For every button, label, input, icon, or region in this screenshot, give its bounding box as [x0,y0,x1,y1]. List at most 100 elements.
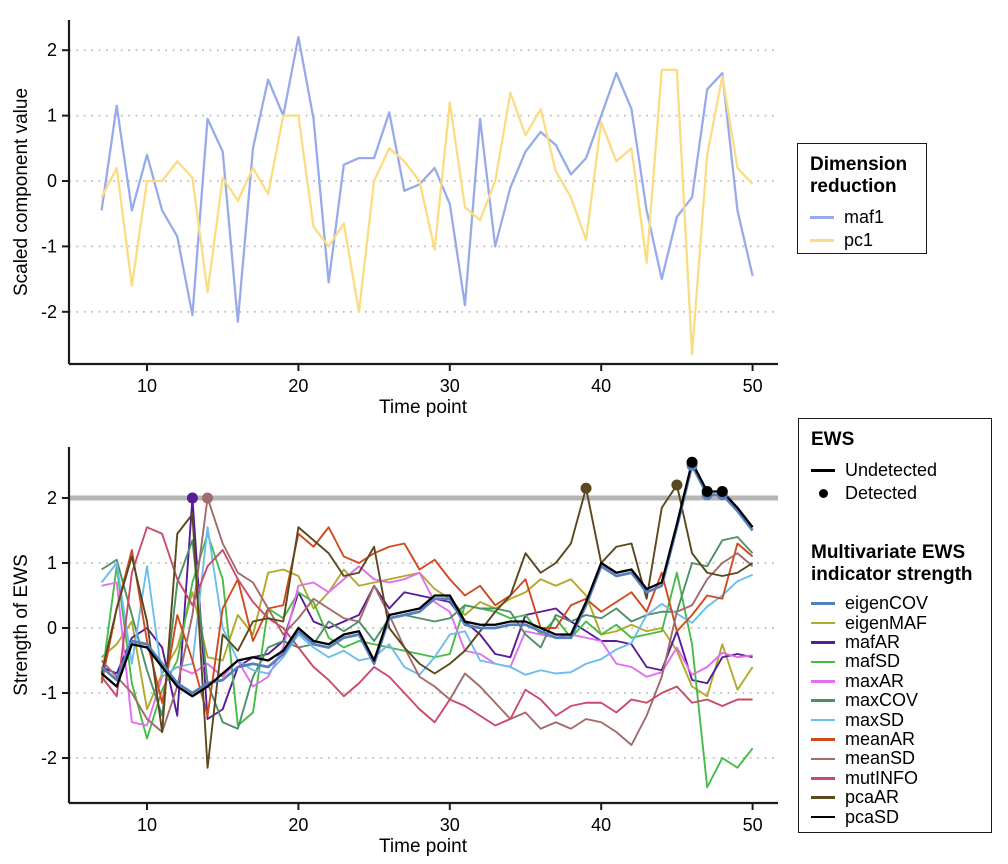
x-tick-label: 50 [743,376,763,396]
detected-point-pcaSD [716,486,728,497]
legend-item-pcaAR-label: pcaAR [845,787,900,808]
series-line-mafAR [101,497,753,720]
y-tick-label: 0 [47,618,57,638]
line-swatch-icon [810,239,834,242]
line-swatch-icon [811,602,835,605]
line-swatch-icon [811,621,835,625]
legend-item-mafAR: mafAR [811,631,979,652]
y-tick-label: 0 [47,171,57,191]
line-swatch-icon [811,718,835,722]
legend-item-mafAR-label: mafAR [845,631,901,652]
detected-point-mafAR [186,492,198,504]
x-tick-label: 40 [591,815,611,835]
legend-items: eigenCOV eigenMAF mafAR mafSD maxAR maxCOV max… [811,593,979,827]
line-swatch-icon [811,699,835,702]
legend-items: Undetected Detected [811,459,979,505]
y-tick-label: 2 [47,40,57,60]
series-line-maf1 [100,35,754,323]
y-tick-label: 1 [47,106,57,126]
y-tick-label: -1 [41,683,57,703]
x-axis-title: Time point [379,397,468,418]
legend-title-multivariate: Multivariate EWS indicator strength [811,542,973,585]
x-axis-title: Time point [379,836,468,857]
line-swatch-icon [811,738,835,741]
line-swatch-icon [811,757,835,761]
series-line-maxSD [100,526,753,678]
y-tick-label: -1 [41,236,57,256]
legend-item-detected: Detected [811,482,979,505]
legend-dimension-reduction: Dimension reduction maf1 pc1 [797,143,927,254]
series-line-meanAR [100,526,754,717]
legend-item-eigenCOV-label: eigenCOV [845,593,929,614]
line-swatch-icon [811,660,835,664]
detected-point-meanSD [202,492,214,504]
series-line-mutINFO [100,526,753,727]
legend-item-mafSD-label: mafSD [845,651,901,672]
series-line-pcaSD [100,461,754,698]
x-tick-label: 30 [440,815,460,835]
legend-spacer [811,505,979,542]
series-line-maxAR [101,565,753,727]
y-axis-title: Scaled component value [11,88,32,296]
x-tick-label: 20 [288,815,308,835]
x-tick-label: 50 [743,815,763,835]
series-line-pcaAR [100,484,754,769]
legend-item-undetected-label: Undetected [845,460,938,480]
legend-item-maxAR-label: maxAR [845,670,905,691]
series-line-meanSD [100,497,754,746]
legend-item-mafSD: mafSD [811,651,979,672]
legend-item-eigenMAF: eigenMAF [811,612,979,633]
legend-item-maf1: maf1 [810,206,914,229]
line-swatch-icon [811,815,835,819]
line-swatch-icon [811,469,835,472]
legend-item-pcaAR: pcaAR [811,787,979,808]
legend-item-pcaSD: pcaSD [811,806,979,827]
legend-item-pc1: pc1 [810,229,914,252]
legend-ews: EWS Undetected Detected Multivariate EWS … [798,418,992,833]
legend-item-eigenMAF-label: eigenMAF [845,612,928,633]
y-tick-label: 1 [47,553,57,573]
legend-item-eigenCOV: eigenCOV [811,593,979,614]
legend-item-maxCOV-label: maxCOV [845,690,919,711]
series-line-mafSD [100,532,754,789]
legend-item-detected-label: Detected [845,483,918,503]
legend-item-meanSD: meanSD [811,748,979,768]
line-swatch-icon [811,641,835,644]
legend-item-mutINFO: mutINFO [811,767,979,788]
legend-item-meanAR: meanAR [811,729,979,749]
legend-item-mutINFO-label: mutINFO [845,767,919,788]
line-swatch-icon [810,216,834,219]
y-tick-label: -2 [41,748,57,768]
legend-item-maf1-label: maf1 [844,207,885,227]
legend-item-maxSD: maxSD [811,709,979,730]
y-tick-label: -2 [41,302,57,322]
legend-items: maf1 pc1 [810,206,914,252]
legend-item-pc1-label: pc1 [844,230,874,250]
series-line-eigenCOV [100,464,754,695]
legend-item-maxCOV: maxCOV [811,690,979,711]
detected-dot-icon [819,489,828,498]
x-tick-label: 20 [288,376,308,396]
legend-title-ews: EWS [811,429,855,450]
legend-item-pcaSD-label: pcaSD [845,806,900,827]
legend-item-undetected: Undetected [811,459,979,482]
legend-item-maxSD-label: maxSD [845,709,905,730]
series-line-pc1 [100,68,754,356]
detected-point-pcaSD [701,486,713,497]
series-line-eigenMAF [100,568,754,711]
legend-item-maxAR: maxAR [811,670,979,691]
line-swatch-icon [811,679,835,683]
y-tick-label: 2 [47,488,57,508]
series-line-maxCOV [101,536,754,730]
detected-point-pcaSD [686,456,698,468]
legend-title: Dimension reduction [810,154,908,197]
line-swatch-icon [811,796,835,799]
x-tick-label: 30 [440,376,460,396]
y-axis-title: Strength of EWS [11,554,32,696]
line-swatch-icon [811,776,835,780]
detected-point-pcaAR [671,479,683,491]
x-tick-label: 10 [137,376,157,396]
